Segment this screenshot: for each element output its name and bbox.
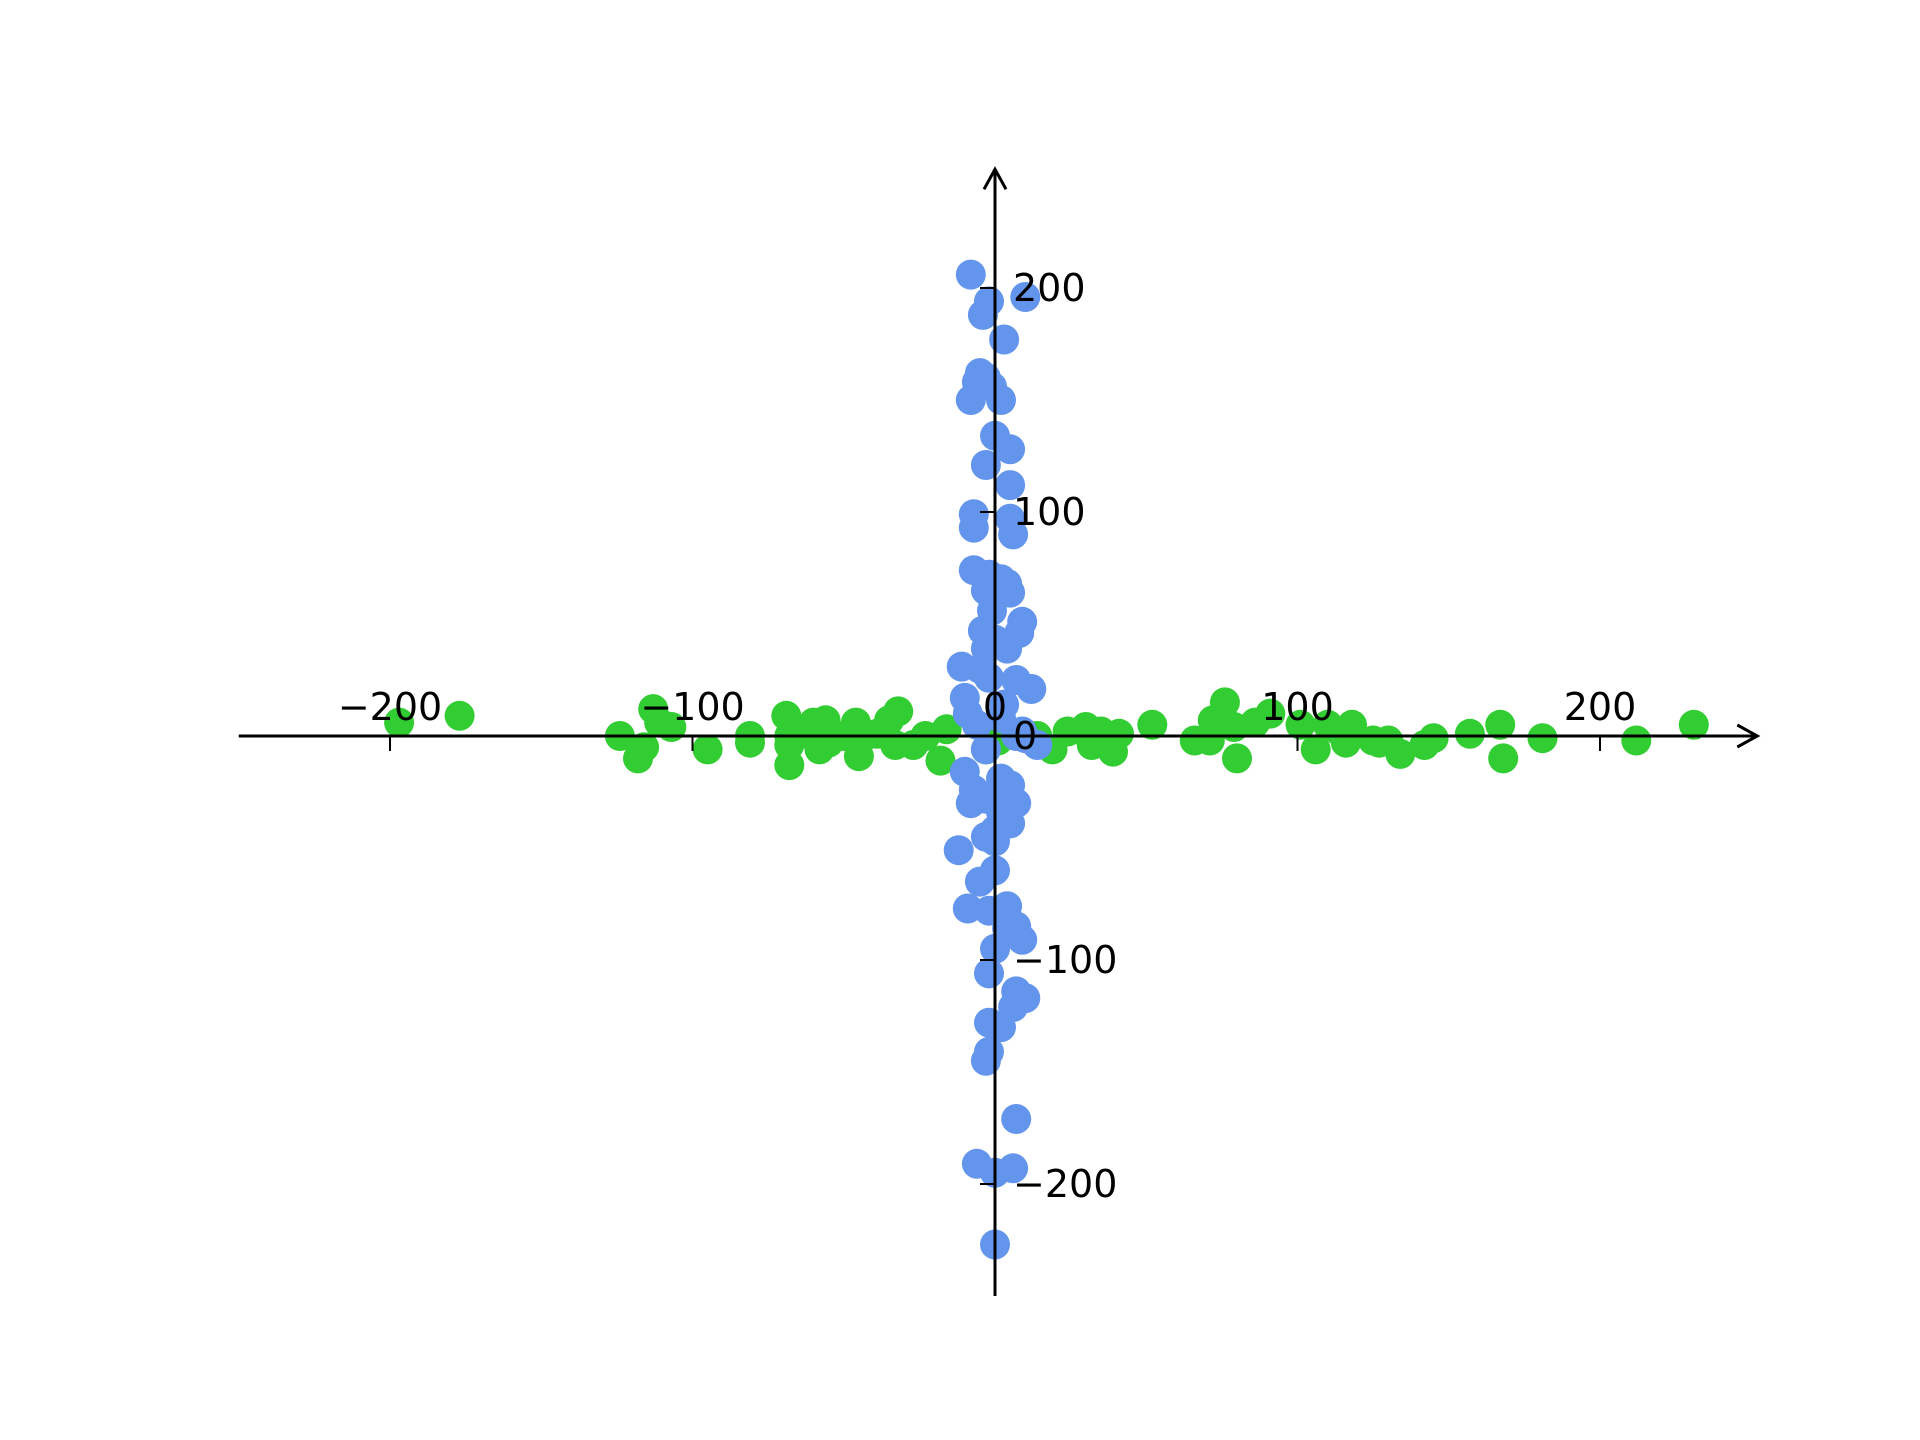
data-point-s1-0: [955, 259, 986, 290]
data-point-s1-34: [946, 651, 977, 682]
data-point-s0-49: [1209, 687, 1240, 718]
data-point-s1-3: [967, 299, 998, 330]
data-point-s0-4: [629, 732, 660, 763]
data-point-s0-44: [1104, 718, 1134, 749]
y-tick-label: −200: [1013, 1162, 1117, 1206]
y-tick-label: 200: [1013, 266, 1086, 310]
data-point-s1-60: [943, 835, 974, 866]
data-point-s0-70: [1621, 725, 1652, 756]
data-point-s0-65: [1418, 723, 1449, 754]
data-point-s1-53: [955, 788, 986, 819]
data-point-s1-9: [955, 385, 986, 415]
data-point-s0-59: [1337, 709, 1367, 740]
data-point-s0-63: [1385, 738, 1416, 769]
data-point-s1-68: [1007, 924, 1038, 955]
x-tick-label: 200: [1564, 685, 1637, 729]
x-axis-arrow: [1736, 723, 1761, 749]
ticks: −200 −100 0 100 200 −200 −100 0 100 200: [338, 266, 1636, 1206]
data-point-s0-53: [1255, 698, 1286, 729]
data-point-s1-14: [995, 470, 1026, 501]
data-point-s0-69: [1527, 723, 1558, 754]
data-point-s1-77: [970, 1045, 1001, 1076]
y-tick-label: 0: [1013, 714, 1037, 758]
data-point-s1-10: [986, 385, 1016, 415]
data-point-s0-30: [925, 745, 956, 776]
y-tick-label: 100: [1013, 490, 1086, 534]
data-point-s0-45: [1137, 709, 1168, 740]
data-point-s0-71: [1678, 709, 1709, 740]
data-point-s1-62: [964, 866, 995, 897]
data-point-s1-78: [1001, 1104, 1032, 1134]
x-tick-label: −100: [640, 685, 744, 729]
data-point-s1-4: [989, 324, 1020, 355]
data-point-s1-46: [970, 734, 1001, 765]
y-tick-label: −100: [1013, 938, 1117, 982]
data-point-s0-8: [692, 734, 723, 765]
data-point-s0-54: [1285, 709, 1316, 740]
data-point-s0-67: [1485, 709, 1516, 740]
x-tick-label: 0: [983, 685, 1007, 729]
data-point-s1-41: [961, 709, 992, 740]
data-point-s1-17: [958, 512, 989, 543]
data-point-s1-1: [1010, 282, 1041, 312]
data-point-s1-31: [992, 633, 1023, 664]
y-axis-arrow: [982, 166, 1008, 191]
x-tick-label: 100: [1261, 685, 1334, 729]
data-point-s0-51: [1222, 743, 1252, 774]
axes: [238, 166, 1761, 1296]
data-point-s1-12: [995, 434, 1026, 465]
data-point-s0-68: [1488, 743, 1519, 774]
data-point-s1-18: [998, 519, 1029, 550]
data-point-s0-55: [1300, 734, 1331, 765]
data-point-s0-1: [444, 700, 475, 731]
data-point-s0-14: [774, 750, 805, 781]
data-point-s1-36: [1016, 674, 1047, 704]
data-point-s0-66: [1454, 718, 1485, 749]
x-tick-label: −200: [338, 685, 442, 729]
data-point-s0-27: [883, 696, 914, 727]
data-point-s1-81: [998, 1153, 1029, 1184]
data-point-s1-13: [970, 450, 1001, 480]
data-point-s1-70: [974, 958, 1004, 989]
data-points: [384, 259, 1709, 1260]
data-point-s0-0: [384, 707, 415, 738]
